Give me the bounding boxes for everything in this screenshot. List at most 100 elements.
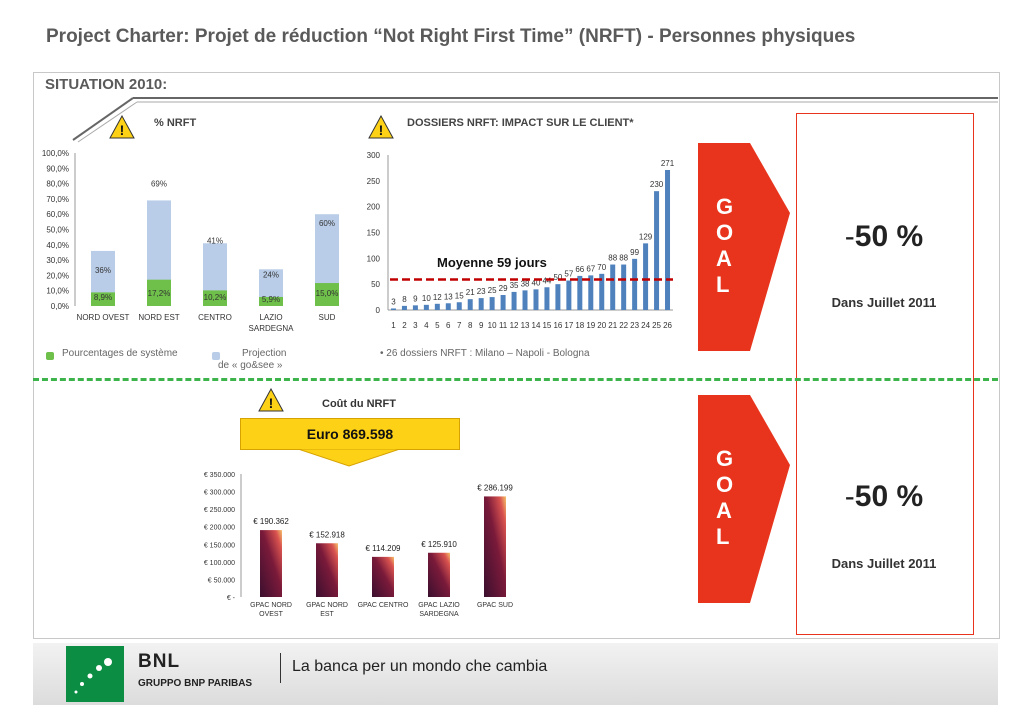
goal-date-2: Dans Juillet 2011 bbox=[831, 556, 937, 571]
dossier-value-label: 35 bbox=[510, 281, 519, 290]
dossier-bar bbox=[621, 264, 627, 310]
impact-title: DOSSIERS NRFT: IMPACT SUR LE CLIENT* bbox=[407, 117, 634, 129]
dossier-value-label: 21 bbox=[466, 288, 475, 297]
dossier-value-label: 50 bbox=[553, 273, 562, 282]
x-tick-label: 22 bbox=[619, 321, 628, 330]
x-tick-label: 12 bbox=[510, 321, 519, 330]
x-tick-label: EST bbox=[320, 611, 334, 618]
system-label: 17,2% bbox=[148, 289, 171, 298]
x-tick-label: 17 bbox=[564, 321, 573, 330]
dossier-bar bbox=[500, 295, 506, 310]
dossier-value-label: 271 bbox=[661, 159, 675, 168]
goal-letters-2: G O A L bbox=[716, 446, 733, 550]
dossier-value-label: 23 bbox=[477, 287, 486, 296]
dossier-bar bbox=[489, 297, 495, 310]
goal-letter: A bbox=[716, 246, 732, 271]
y-tick-label: 10,0% bbox=[46, 287, 69, 296]
x-tick-label: 11 bbox=[499, 321, 508, 330]
dossier-value-label: 10 bbox=[422, 294, 431, 303]
dossier-bar bbox=[533, 289, 539, 310]
x-tick-label: 6 bbox=[446, 321, 451, 330]
system-bar bbox=[147, 279, 171, 306]
dossier-bar bbox=[577, 275, 583, 310]
dossier-bar bbox=[632, 258, 638, 310]
y-tick-label: 300 bbox=[367, 151, 381, 160]
goal-percent-value: 50 % bbox=[854, 480, 924, 513]
dossier-value-label: 9 bbox=[413, 294, 418, 303]
y-tick-label: 0 bbox=[376, 306, 381, 315]
dossier-value-label: 67 bbox=[586, 264, 595, 273]
dossier-value-label: 13 bbox=[444, 292, 453, 301]
dossier-value-label: 88 bbox=[608, 254, 617, 263]
dossiers-note: • 26 dossiers NRFT : Milano – Napoli - B… bbox=[380, 348, 590, 359]
warning-icon: ! bbox=[368, 115, 394, 139]
x-tick-label: GPAC NORD bbox=[306, 602, 348, 609]
dossier-value-label: 99 bbox=[630, 248, 639, 257]
x-tick-label: 9 bbox=[479, 321, 484, 330]
cost-value-label: € 190.362 bbox=[253, 517, 289, 526]
system-bar bbox=[91, 292, 115, 306]
brand-group: GRUPPO BNP PARIBAS bbox=[138, 678, 253, 689]
dossier-bar bbox=[610, 264, 616, 310]
dossier-value-label: 15 bbox=[455, 291, 464, 300]
cost-arrow bbox=[298, 449, 400, 467]
dossier-value-label: 230 bbox=[650, 180, 664, 189]
y-tick-label: 80,0% bbox=[46, 180, 69, 189]
x-tick-label: SARDEGNA bbox=[419, 611, 459, 618]
y-tick-label: 60,0% bbox=[46, 210, 69, 219]
x-tick-label: 14 bbox=[532, 321, 541, 330]
dossiers-chart: 0501001502002503003182931041251361572182… bbox=[367, 151, 675, 330]
y-tick-label: € 50.000 bbox=[208, 577, 235, 584]
goal-percent-dash: - bbox=[844, 480, 855, 513]
goal-letter: G bbox=[716, 194, 734, 219]
dossier-bar bbox=[412, 305, 418, 310]
x-tick-label: OVEST bbox=[259, 611, 283, 618]
y-tick-label: 70,0% bbox=[46, 195, 69, 204]
legend-green-swatch bbox=[46, 352, 54, 360]
x-tick-label: CENTRO bbox=[198, 313, 232, 322]
dossier-value-label: 66 bbox=[575, 265, 584, 274]
x-tick-label: 13 bbox=[521, 321, 530, 330]
x-tick-label: 2 bbox=[402, 321, 407, 330]
dossier-bar bbox=[643, 243, 649, 310]
cost-value-label: € 114.209 bbox=[366, 544, 402, 553]
dossier-bar bbox=[401, 305, 407, 310]
goal-letter: A bbox=[716, 498, 732, 523]
dossier-value-label: 40 bbox=[532, 278, 541, 287]
x-tick-label: NORD EST bbox=[138, 313, 179, 322]
frame-accent-lines bbox=[72, 97, 998, 143]
svg-text:!: ! bbox=[269, 395, 274, 411]
x-tick-label: 4 bbox=[424, 321, 429, 330]
content-frame bbox=[33, 72, 1000, 639]
legend-blue-swatch bbox=[212, 352, 220, 360]
dossier-bar bbox=[654, 191, 660, 310]
legend-projection-line2: de « go&see » bbox=[218, 360, 283, 371]
x-tick-label: 15 bbox=[542, 321, 551, 330]
system-bar bbox=[259, 296, 283, 306]
dossier-bar bbox=[555, 284, 561, 310]
cost-bar bbox=[316, 543, 338, 597]
dossier-bar bbox=[544, 287, 550, 310]
y-tick-label: 250 bbox=[367, 177, 381, 186]
cost-bar bbox=[428, 552, 450, 597]
section-divider bbox=[33, 378, 998, 381]
y-tick-label: € 100.000 bbox=[204, 560, 235, 567]
y-tick-label: 150 bbox=[367, 229, 381, 238]
svg-text:!: ! bbox=[379, 122, 384, 138]
dossier-bar bbox=[423, 304, 429, 310]
bnl-logo-icon bbox=[66, 646, 124, 702]
cost-chart: € - € 50.000 € 100.000 € 150.000 € 200.000 € … bbox=[204, 472, 514, 618]
projection-label: 36% bbox=[95, 266, 111, 275]
situation-label: SITUATION 2010: bbox=[45, 76, 168, 93]
goal-letter: O bbox=[716, 472, 734, 497]
projection-label: 24% bbox=[263, 270, 279, 279]
average-label: Moyenne 59 jours bbox=[437, 255, 547, 270]
system-bar bbox=[203, 290, 227, 306]
cost-label: Coût du NRFT bbox=[322, 398, 396, 410]
cost-value-label: € 152.918 bbox=[309, 530, 345, 539]
cost-bar bbox=[484, 496, 506, 597]
x-tick-label: 8 bbox=[468, 321, 473, 330]
goal-letter: L bbox=[716, 524, 730, 549]
y-tick-label: 30,0% bbox=[46, 256, 69, 265]
dossier-value-label: 129 bbox=[639, 232, 653, 241]
